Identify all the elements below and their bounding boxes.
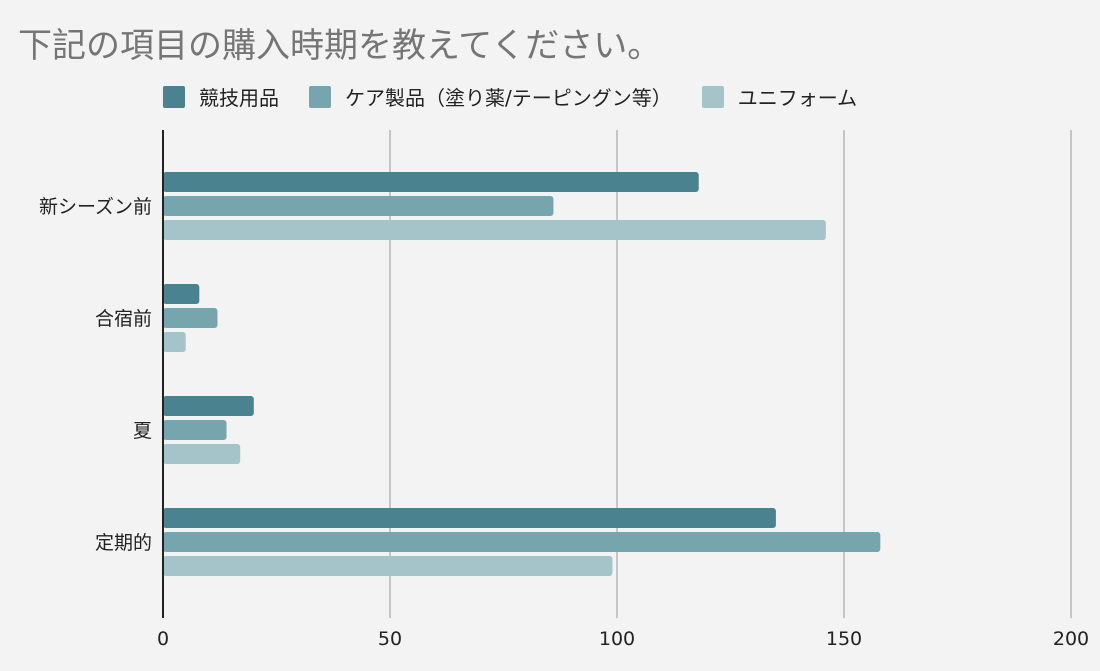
- legend-label: ケア製品（塗り薬/テーピングン等）: [345, 86, 672, 110]
- bar: [163, 396, 254, 416]
- x-tick-label: 200: [1053, 628, 1089, 650]
- legend-swatch: [309, 85, 331, 108]
- legend-item: ケア製品（塗り薬/テーピングン等）: [309, 82, 672, 111]
- bar: [163, 420, 227, 440]
- bar: [163, 172, 699, 192]
- x-tick-label: 50: [378, 628, 402, 650]
- y-category-label: 夏: [133, 420, 152, 442]
- bar: [163, 220, 826, 240]
- legend-label: ユニフォーム: [737, 86, 858, 110]
- bar: [163, 284, 200, 304]
- bar: [163, 556, 613, 576]
- legend-item: 競技用品: [163, 82, 279, 111]
- legend-swatch: [163, 85, 185, 108]
- bar: [163, 532, 881, 552]
- y-category-label: 新シーズン前: [39, 196, 152, 218]
- legend: 競技用品 ケア製品（塗り薬/テーピングン等） ユニフォーム: [163, 82, 887, 111]
- bar: [163, 508, 776, 528]
- x-tick-label: 0: [157, 628, 169, 650]
- bar: [163, 444, 241, 464]
- legend-swatch: [701, 85, 724, 108]
- legend-item: ユニフォーム: [701, 82, 858, 111]
- bar: [163, 332, 186, 352]
- chart-title: 下記の項目の購入時期を教えてください。: [18, 26, 662, 66]
- legend-label: 競技用品: [199, 86, 279, 110]
- y-category-label: 合宿前: [95, 308, 152, 330]
- bar: [163, 308, 218, 328]
- y-category-label: 定期的: [95, 532, 152, 554]
- bar: [163, 196, 554, 216]
- x-tick-label: 150: [826, 628, 862, 650]
- x-tick-label: 100: [599, 628, 635, 650]
